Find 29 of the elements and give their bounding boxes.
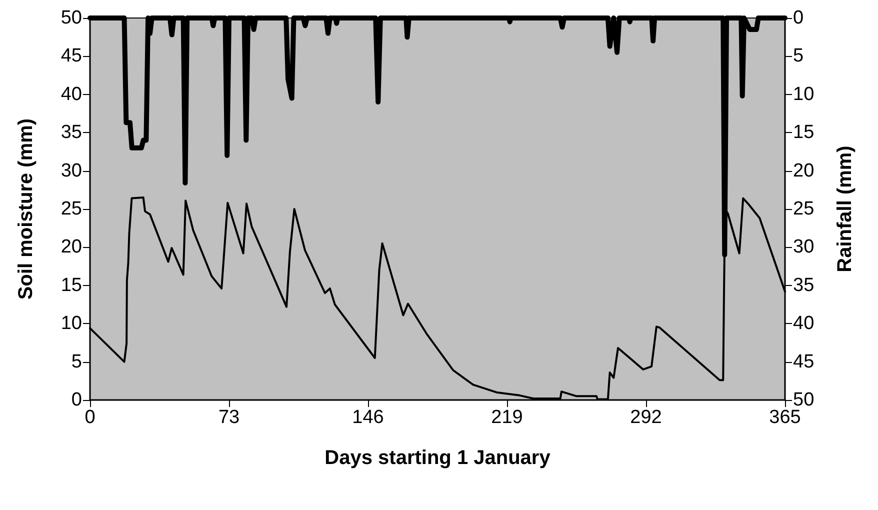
- y2-tick-label: 30: [793, 236, 814, 258]
- y2-tick-label: 10: [793, 84, 814, 105]
- y-tick-label: 35: [60, 122, 82, 144]
- x-tick-label: 219: [491, 407, 523, 428]
- y2-axis-title: Rainfall (mm): [834, 146, 856, 272]
- y-tick-label: 30: [60, 160, 82, 182]
- y2-tick-label: 15: [793, 122, 814, 144]
- y2-tick-label: 45: [793, 351, 814, 372]
- x-tick-label: 292: [630, 407, 662, 428]
- y2-tick-label: 5: [793, 46, 804, 67]
- x-tick-label: 146: [352, 407, 384, 428]
- y-tick-label: 5: [71, 351, 82, 372]
- y-tick-label: 0: [71, 390, 82, 410]
- x-tick-label: 0: [84, 407, 96, 428]
- y2-tick-label: 20: [793, 160, 814, 182]
- y2-tick-label: 40: [793, 313, 814, 334]
- y-tick-label: 50: [60, 8, 82, 28]
- y2-tick-label: 35: [793, 274, 814, 296]
- y2-tick-label: 0: [793, 8, 804, 28]
- y-tick-label: 15: [60, 274, 82, 296]
- y-tick-label: 10: [60, 313, 82, 334]
- y-tick-label: 25: [60, 198, 82, 220]
- y-tick-label: 40: [60, 84, 82, 105]
- x-tick-label: 73: [218, 407, 240, 428]
- y-axis-title: Soil moisture (mm): [15, 118, 37, 300]
- x-axis-title: Days starting 1 January: [324, 447, 552, 469]
- y-tick-label: 20: [60, 236, 82, 258]
- y-tick-label: 45: [60, 46, 82, 67]
- y2-tick-label: 25: [793, 198, 814, 220]
